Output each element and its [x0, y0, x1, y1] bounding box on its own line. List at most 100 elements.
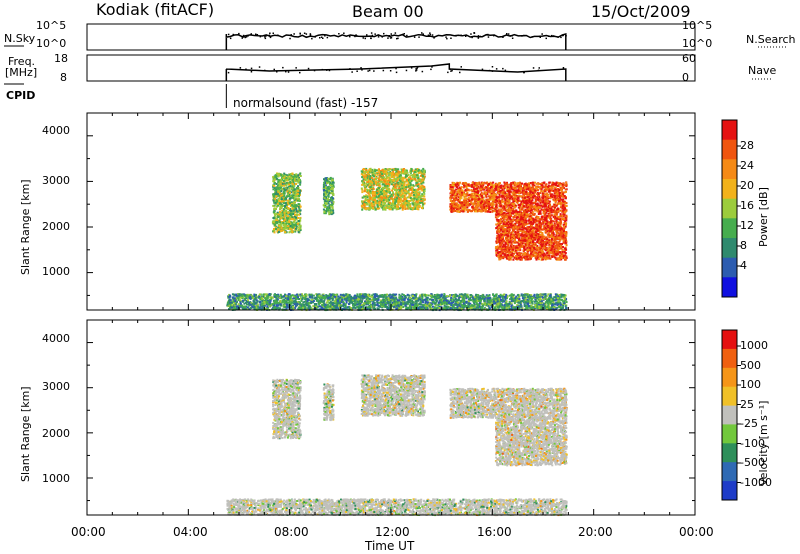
echo-cell	[542, 298, 545, 301]
echo-cell	[281, 200, 284, 202]
echo-cell	[358, 304, 361, 307]
echo-cell	[524, 308, 527, 311]
echo-cell	[411, 294, 414, 297]
echo-cell	[324, 191, 327, 194]
echo-cell	[424, 293, 426, 296]
echo-cell	[299, 302, 301, 305]
echo-cell	[297, 300, 300, 303]
echo-cell	[262, 293, 265, 296]
echo-cell	[253, 304, 256, 307]
echo-cell	[403, 299, 406, 302]
echo-cell	[263, 300, 266, 303]
echo-cell	[381, 294, 384, 296]
echo-cell	[461, 299, 464, 302]
echo-cell	[259, 300, 262, 303]
echo-cell	[327, 202, 330, 205]
echo-cell	[297, 296, 299, 299]
echo-cell	[254, 296, 257, 299]
echo-cell	[286, 186, 289, 189]
echo-cell	[323, 206, 326, 208]
echo-cell	[233, 307, 236, 310]
echo-cell	[286, 175, 289, 178]
echo-cell	[516, 294, 519, 297]
echo-cell	[492, 293, 495, 296]
echo-cell	[291, 294, 294, 297]
echo-cell	[562, 304, 565, 307]
echo-cell	[321, 306, 323, 309]
echo-cell	[474, 307, 477, 310]
echo-cell	[544, 302, 547, 305]
echo-cell	[442, 301, 445, 304]
echo-cell	[324, 200, 327, 203]
echo-cell	[391, 295, 394, 298]
echo-cell	[294, 295, 297, 298]
echo-cell	[244, 295, 247, 298]
echo-cell	[275, 195, 278, 198]
echo-cell	[296, 189, 299, 192]
echo-cell	[236, 308, 239, 311]
echo-cell	[294, 177, 296, 180]
echo-cell	[332, 181, 335, 184]
echo-cell	[486, 303, 488, 306]
echo-cell	[288, 301, 291, 303]
echo-cell	[231, 296, 234, 299]
echo-cell	[294, 307, 297, 310]
echo-cell	[405, 302, 408, 305]
echo-cell	[331, 203, 334, 206]
echo-cell	[292, 196, 294, 199]
echo-cell	[292, 180, 295, 183]
echo-cell	[477, 294, 480, 297]
echo-cell	[450, 296, 453, 299]
echo-cell	[385, 192, 388, 195]
echo-cell	[291, 231, 294, 234]
echo-cell	[387, 300, 390, 303]
echo-cell	[293, 184, 295, 187]
echo-cell	[323, 305, 326, 308]
echo-cell	[325, 193, 327, 196]
echo-cell	[298, 213, 301, 216]
echo-cell	[330, 188, 333, 191]
echo-cell	[277, 180, 280, 183]
echo-cell	[527, 295, 529, 298]
echo-cell	[377, 180, 380, 183]
echo-cell	[500, 306, 503, 309]
echo-cell	[289, 230, 292, 233]
echo-cell	[500, 303, 503, 306]
echo-cell	[228, 296, 231, 299]
echo-cell	[283, 175, 286, 178]
echo-cell	[319, 308, 322, 311]
echo-cell	[352, 304, 354, 307]
echo-cell	[286, 305, 289, 308]
echo-cell	[322, 185, 325, 188]
echo-cell	[296, 199, 299, 202]
echo-cell	[287, 298, 289, 301]
echo-cell	[470, 304, 473, 307]
echo-cell	[299, 175, 302, 177]
echo-cell	[432, 300, 435, 303]
echo-cell	[391, 297, 394, 300]
echo-cell	[266, 305, 269, 308]
echo-cell	[265, 302, 268, 304]
echo-cell	[422, 308, 425, 311]
echo-cell	[409, 296, 412, 299]
echo-cell	[400, 306, 403, 308]
echo-cell	[318, 305, 321, 308]
echo-cell	[379, 305, 382, 308]
echo-cell	[440, 300, 443, 303]
echo-cell	[459, 301, 462, 304]
echo-cell	[280, 217, 283, 220]
echo-cell	[294, 305, 297, 308]
echo-cell	[365, 295, 368, 298]
echo-cell	[530, 308, 533, 310]
echo-cell	[338, 304, 340, 307]
echo-cell	[541, 304, 544, 307]
echo-cell	[246, 301, 249, 304]
echo-cell	[283, 305, 286, 308]
echo-cell	[560, 295, 563, 298]
echo-cell	[539, 302, 542, 305]
echo-cell	[312, 300, 315, 302]
echo-cell	[278, 190, 281, 193]
echo-cell	[559, 303, 562, 306]
echo-cell	[364, 293, 367, 296]
echo-cell	[364, 301, 367, 304]
